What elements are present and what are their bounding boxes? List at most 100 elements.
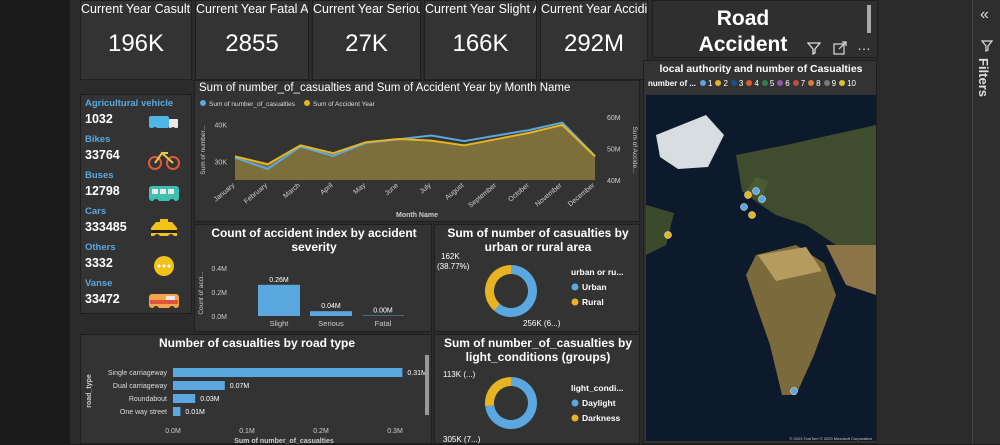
truck-icon [147,110,181,134]
legend-label: 9 [832,79,836,88]
x-tick-label: Fatal [375,319,392,328]
data-label: 0.26M [269,277,289,284]
filter-icon[interactable] [807,41,821,55]
more-options-icon[interactable]: … [857,37,871,53]
x-axis-label: Month Name [396,212,438,219]
legend-label: Sum of number_of_casualties [209,101,296,108]
y-tick-label: 0.0M [211,314,227,321]
severity-bar-chart: Count of accident index by accident seve… [194,224,432,332]
bar [173,407,180,416]
y-right-tick-label: 50M [607,147,621,154]
x-tick-label: 0.0M [165,428,181,435]
legend-item: 6 [777,79,789,88]
filter-pane-icon [981,40,993,52]
light-donut-svg: 113K (...)305K (7...)light_condi...Dayli… [435,365,641,445]
chart-title: Sum of number of casualties by urban or … [439,226,637,254]
x-tick-label: April [319,182,335,197]
line-chart-svg: Sum of number_of_casualties Sum of Accide… [195,95,641,221]
vehicle-count: 3332 [85,256,113,270]
x-tick-label: 0.1M [239,428,255,435]
vehicle-name: Agricultural vehicle [85,98,173,109]
kpi-card[interactable]: Current Year Casulties 196K [80,0,192,80]
kpi-label: Current Year Casulties [81,2,191,16]
y-right-tick-label: 40M [607,178,621,185]
legend-label: 3 [739,79,743,88]
road-type-bar-chart: Number of casualties by road type road_t… [80,334,432,444]
bus-icon [147,182,181,206]
y-right-axis-label: Sum of Accide... [631,127,638,174]
data-label: (38.77%) [437,262,470,271]
x-tick-label: November [534,182,564,209]
legend-label: 7 [801,79,805,88]
y-tick-label: 40K [215,122,228,129]
data-label: 113K (...) [443,370,476,379]
scrollbar[interactable] [867,5,871,33]
taxi-icon [147,218,181,242]
kpi-card[interactable]: Current Year Slight Accident166K [424,0,537,80]
map-bubble [759,196,766,203]
kpi-value: 2855 [196,30,308,58]
x-tick-label: Serious [318,319,344,328]
vehicle-count: 33472 [85,292,120,306]
kpi-card[interactable]: Current Year Seriou Accident27K [312,0,421,80]
filters-label: Filters [976,58,991,97]
x-tick-label: December [567,182,597,209]
world-map[interactable] [646,95,876,441]
kpi-card[interactable]: Current Year Fatal Accident 2855 [195,0,309,80]
legend-label: Daylight [582,398,616,408]
legend-item: 5 [762,79,774,88]
x-tick-label: March [282,182,301,200]
x-tick-label: June [384,182,400,197]
legend-label: 1 [708,79,712,88]
van-icon [147,290,181,314]
legend-label: 2 [723,79,727,88]
focus-mode-icon[interactable] [833,41,847,55]
urban-rural-donut: Sum of number of casualties by urban or … [434,224,640,332]
data-label: 0.03M [200,396,220,403]
kpi-label: Current Year Fatal Accident [196,2,308,16]
y-tick-label: Single carriageway [108,370,168,377]
monthly-line-chart: Sum of number_of_casualties and Sum of A… [194,80,640,222]
data-label: 0.00M [373,308,393,315]
legend-label: 10 [847,79,856,88]
x-tick-label: Slight [270,319,290,328]
map-bubble [665,232,672,239]
y-axis-label: road_type [86,374,93,408]
bicycle-icon [147,146,181,170]
vehicle-name: Cars [85,206,106,217]
x-tick-label: May [353,182,368,196]
legend-label: Rural [582,297,604,307]
data-label: 0.07M [230,383,250,390]
legend-title: urban or ru... [571,267,623,277]
legend-item: 10 [839,79,856,88]
map-title: local authority and number of Casualties [644,62,878,76]
bar [173,381,225,390]
light-conditions-donut: Sum of number_of_casualties by light_con… [434,334,640,444]
kpi-label: Current Year Accidint [541,2,647,16]
x-tick-label: September [467,182,498,210]
legend-label: 4 [754,79,758,88]
y-tick-label: 0.4M [211,266,227,273]
kpi-value: 27K [313,30,420,58]
x-tick-label: 0.2M [313,428,329,435]
collapse-icon[interactable]: « [980,6,989,24]
y-tick-label: One way street [120,409,167,416]
map-bubble [791,388,798,395]
vehicle-name: Bikes [85,134,110,145]
vehicle-count: 33764 [85,148,120,162]
vehicle-count: 12798 [85,184,120,198]
legend-label: Darkness [582,413,621,423]
filters-pane[interactable]: « Filters [972,0,1000,444]
vehicle-count: 333485 [85,220,127,234]
legend-label: 6 [785,79,789,88]
data-label: 256K (6...) [523,319,561,328]
x-tick-label: January [213,182,237,204]
kpi-value: 196K [81,30,191,58]
x-tick-label: February [243,182,269,206]
chart-title: Number of casualties by road type [81,336,433,350]
legend-title: number of ... [648,79,696,88]
